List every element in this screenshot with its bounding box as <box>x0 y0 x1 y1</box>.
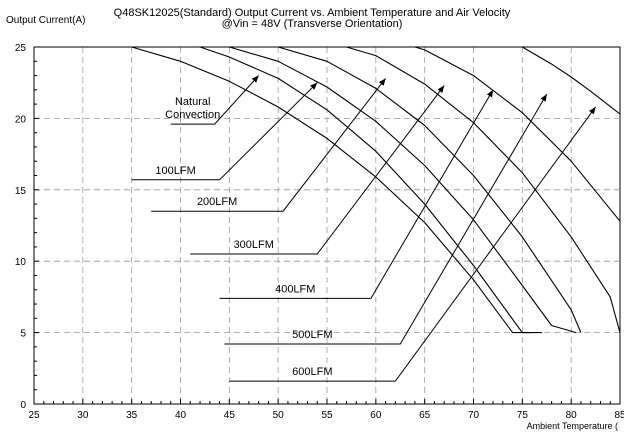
annotation-leader <box>131 82 318 181</box>
y-axis-label: Output Current(A) <box>6 15 86 26</box>
annotation-label-600lfm: 600LFM <box>292 366 332 378</box>
annotation-label-300lfm: 300LFM <box>234 239 274 251</box>
x-tick-label: 40 <box>175 410 187 421</box>
annotation-label-200lfm: 200LFM <box>197 196 237 208</box>
x-axis-label: Ambient Temperature ( <box>526 421 618 431</box>
annotation-arrowhead <box>589 106 596 115</box>
annotation-label-400lfm: 400LFM <box>275 283 315 295</box>
y-tick-label: 10 <box>15 257 27 268</box>
series-line-300lfm <box>34 46 582 333</box>
annotation-arrowhead <box>251 75 259 83</box>
annotation-label-100lfm: 100LFM <box>155 165 195 177</box>
x-tick-label: 60 <box>370 410 382 421</box>
annotation-label-natural-convection: Natural Convection <box>165 96 220 121</box>
x-tick-label: 45 <box>224 410 236 421</box>
annotation-leader <box>219 89 494 299</box>
x-tick-label: 25 <box>28 410 40 421</box>
series-line-natural-convection <box>34 46 533 334</box>
x-tick-label: 70 <box>468 410 480 421</box>
x-tick-label: 75 <box>517 410 529 421</box>
annotation-leader <box>190 85 445 255</box>
annotation-arrowhead <box>378 78 386 86</box>
annotation-arrowhead <box>486 89 494 98</box>
y-tick-label: 0 <box>20 400 26 411</box>
y-tick-label: 25 <box>15 43 27 54</box>
x-tick-label: 35 <box>126 410 138 421</box>
x-tick-label: 65 <box>419 410 431 421</box>
x-tick-label: 55 <box>321 410 333 421</box>
chart-title: Q48SK12025(Standard) Output Current vs. … <box>113 7 511 19</box>
y-tick-label: 20 <box>15 114 27 125</box>
annotation-leader <box>229 106 596 382</box>
annotation-arrowhead <box>310 82 318 90</box>
x-tick-label: 85 <box>614 410 624 421</box>
annotation-arrowhead <box>540 94 547 102</box>
chart-subtitle: @Vin = 48V (Transverse Orientation) <box>221 18 403 30</box>
y-tick-label: 5 <box>20 329 26 340</box>
y-tick-label: 15 <box>15 186 27 197</box>
annotation-arrowhead <box>437 85 445 93</box>
series-line-600lfm <box>34 46 621 115</box>
annotation-leader <box>170 75 260 125</box>
annotation-label-500lfm: 500LFM <box>292 329 332 341</box>
x-tick-label: 80 <box>566 410 578 421</box>
series-line-500lfm <box>34 46 621 222</box>
x-tick-label: 50 <box>273 410 285 421</box>
annotation-leader <box>151 78 386 212</box>
series-line-100lfm <box>34 46 542 334</box>
x-tick-label: 30 <box>77 410 89 421</box>
annotation-leader <box>224 93 548 345</box>
